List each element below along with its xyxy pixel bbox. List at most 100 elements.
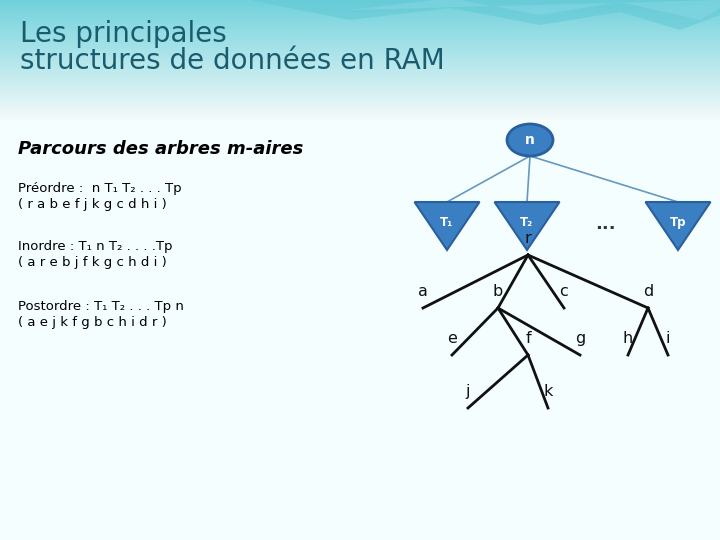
Bar [0,39,720,40]
Text: Parcours des arbres m-aires: Parcours des arbres m-aires [18,140,303,158]
Bar [0,91,720,92]
Bar [0,86,720,87]
Bar [0,62,720,63]
Text: d: d [643,284,653,299]
Text: f: f [525,331,531,346]
Polygon shape [495,202,559,250]
Bar [0,14,720,15]
Bar [0,0,720,1]
Bar [0,72,720,73]
Polygon shape [350,0,720,20]
Bar [0,117,720,118]
Bar [0,102,720,103]
Bar [0,116,720,117]
Bar [0,25,720,26]
Text: ( r a b e f j k g c d h i ): ( r a b e f j k g c d h i ) [18,198,167,211]
Text: Inordre : T₁ n T₂ . . . .Tp: Inordre : T₁ n T₂ . . . .Tp [18,240,173,253]
Bar [0,46,720,47]
Bar [0,89,720,90]
Bar [0,11,720,12]
Text: c: c [559,284,568,299]
Bar [0,54,720,55]
Text: g: g [575,331,585,346]
Bar [0,97,720,98]
Bar [0,22,720,23]
Bar [0,19,720,20]
Text: a: a [418,284,428,299]
Bar [0,83,720,84]
Text: T₂: T₂ [521,215,534,228]
Ellipse shape [507,124,553,156]
Bar [0,94,720,95]
Bar [0,38,720,39]
Bar [0,104,720,105]
Bar [0,99,720,100]
Bar [0,26,720,27]
Bar [0,35,720,36]
Bar [0,27,720,28]
Bar [0,95,720,96]
Bar [0,20,720,21]
Bar [0,79,720,80]
Bar [0,69,720,70]
Bar [0,5,720,6]
Bar [0,112,720,113]
Bar [0,82,720,83]
Bar [0,56,720,57]
Bar [0,28,720,29]
Bar [0,23,720,24]
Bar [0,81,720,82]
Bar [0,90,720,91]
Bar [0,32,720,33]
Bar [0,101,720,102]
Bar [0,111,720,112]
Bar [0,66,720,67]
Bar [0,24,720,25]
Bar [0,60,720,61]
Bar [0,113,720,114]
Bar [0,61,720,62]
Bar [0,80,720,81]
Bar [0,55,720,56]
Bar [0,13,720,14]
Bar [0,33,720,34]
Polygon shape [250,0,720,30]
Bar [0,34,720,35]
Bar [0,70,720,71]
Text: Les principales: Les principales [20,20,227,48]
Text: Tp: Tp [670,215,686,228]
Bar [0,15,720,16]
Bar [0,74,720,75]
Bar [0,49,720,50]
Bar [0,109,720,110]
Bar [0,4,720,5]
Polygon shape [646,202,711,250]
Text: ( a e j k f g b c h i d r ): ( a e j k f g b c h i d r ) [18,316,167,329]
Bar [0,52,720,53]
Bar [0,115,720,116]
Bar [0,73,720,74]
Bar [0,119,720,120]
Bar [0,67,720,68]
Bar [0,8,720,9]
Bar [0,43,720,44]
Bar [0,92,720,93]
Bar [0,53,720,54]
Bar [0,42,720,43]
Bar [0,45,720,46]
Text: e: e [447,331,457,346]
Bar [0,58,720,59]
Bar [0,100,720,101]
Bar [0,77,720,78]
Bar [0,78,720,79]
Text: i: i [666,331,670,346]
Bar [0,75,720,76]
Bar [0,9,720,10]
Bar [0,3,720,4]
Bar [0,65,720,66]
Bar [0,6,720,7]
Bar [0,29,720,30]
Bar [0,108,720,109]
Bar [0,114,720,115]
Bar [0,63,720,64]
